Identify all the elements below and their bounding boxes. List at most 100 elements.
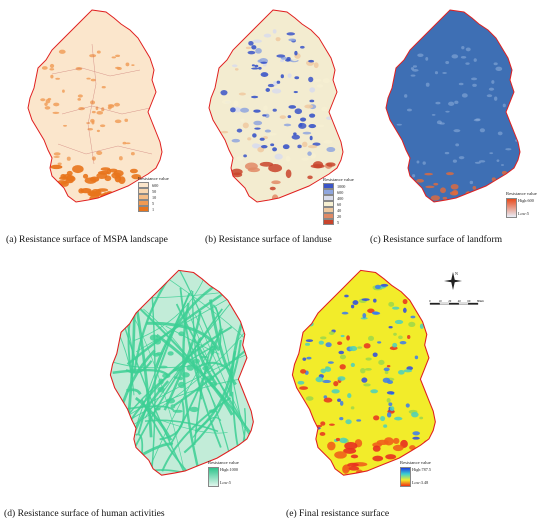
patch [516, 46, 520, 51]
patch [209, 348, 215, 355]
patch [155, 407, 161, 411]
patch [342, 464, 350, 474]
patch [118, 156, 123, 161]
patch [514, 92, 520, 96]
patch [394, 319, 404, 325]
patch [307, 144, 318, 149]
patch [383, 367, 390, 372]
patch [422, 161, 426, 165]
patch [365, 357, 372, 361]
patch [380, 283, 389, 287]
patch [238, 92, 247, 96]
patch [294, 76, 300, 80]
road [126, 388, 142, 395]
patch [396, 123, 402, 126]
patch [87, 128, 94, 131]
patch [347, 393, 352, 399]
patch [455, 143, 460, 147]
panel-c: Resistance value High:600 Low:5 (c) Resi… [366, 0, 550, 245]
patch [382, 377, 391, 383]
patch [469, 180, 474, 185]
caption-d: (d) Resistance surface of human activiti… [4, 508, 165, 519]
patch [407, 334, 411, 340]
patch [308, 432, 315, 437]
patch [305, 396, 314, 401]
patch [356, 419, 362, 422]
patch [416, 178, 424, 183]
patch [181, 372, 190, 378]
patch [231, 138, 240, 143]
legend-gradient [506, 198, 517, 218]
patch [339, 354, 347, 360]
patch [263, 33, 272, 38]
patch [481, 195, 488, 202]
legend-label: 400 [337, 195, 344, 201]
patch [269, 186, 276, 191]
map-human-activities [109, 269, 254, 476]
patch [448, 101, 455, 106]
patch [300, 274, 309, 278]
patch [251, 95, 259, 99]
patch [473, 58, 477, 62]
patch [254, 127, 261, 130]
patch [304, 342, 311, 346]
patch [350, 454, 359, 459]
patch [299, 386, 308, 390]
patch [454, 100, 459, 104]
patch [206, 375, 215, 382]
patch [302, 416, 309, 422]
legend-high: High:787.5 [412, 467, 431, 472]
patch [402, 298, 408, 305]
scale-label: 20 [448, 299, 452, 303]
patch [165, 398, 176, 404]
legend-high: High:600 [518, 198, 534, 203]
patch [52, 111, 60, 114]
patch [391, 460, 399, 467]
patch [309, 99, 315, 103]
patch [293, 91, 298, 94]
patch [489, 152, 494, 155]
patch [267, 83, 275, 88]
patch [258, 66, 262, 70]
patch [433, 182, 439, 186]
patch [431, 113, 436, 116]
map-landform [385, 9, 521, 203]
patch [458, 156, 465, 160]
patch [308, 59, 315, 63]
patch [316, 298, 320, 301]
patch [361, 377, 368, 383]
patch [377, 341, 382, 344]
patch [172, 368, 182, 372]
patch [60, 180, 69, 187]
patch [357, 346, 363, 349]
road [250, 296, 254, 405]
patch [363, 383, 371, 387]
patch [337, 398, 341, 402]
patch [66, 156, 71, 161]
patch [374, 284, 381, 290]
patch [424, 172, 433, 176]
patch [479, 128, 486, 133]
patch [306, 294, 312, 297]
patch [406, 108, 412, 112]
patch [177, 381, 186, 389]
patch [129, 168, 138, 174]
patch [383, 437, 394, 446]
patch [434, 71, 439, 75]
patch [53, 155, 60, 158]
patch [509, 43, 515, 46]
patch [260, 72, 269, 78]
patch [294, 50, 298, 56]
patch [84, 177, 97, 184]
patch [442, 196, 448, 200]
patch [446, 172, 454, 176]
legend-label: 10 [152, 194, 157, 200]
patch [69, 176, 76, 182]
patch [285, 155, 291, 162]
patch [122, 141, 127, 145]
patch [308, 76, 314, 83]
patch [380, 464, 389, 474]
patch [444, 151, 450, 155]
patch [53, 102, 60, 107]
patch [335, 437, 341, 442]
